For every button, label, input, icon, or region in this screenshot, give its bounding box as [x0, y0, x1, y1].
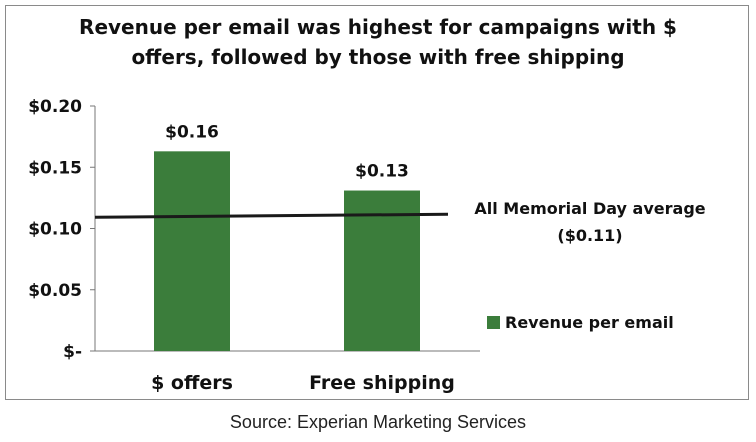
category-labels: $ offers Free shipping [151, 372, 455, 394]
bar-1 [344, 190, 420, 351]
chart-title-line-1: Revenue per email was highest for campai… [79, 15, 677, 39]
reference-line-label-2: ($0.11) [557, 226, 622, 245]
y-tick-label: $0.10 [28, 220, 82, 240]
legend-label: Revenue per email [505, 313, 674, 332]
y-tick-label: $- [63, 342, 82, 362]
data-label-1: $0.13 [355, 162, 409, 182]
category-label-0: $ offers [151, 372, 233, 394]
y-axis-ticks: $0.20 $0.15 $0.10 $0.05 $- [28, 97, 95, 362]
legend-swatch [487, 316, 500, 329]
y-tick-label: $0.05 [28, 281, 82, 301]
bars-group: $0.16 $0.13 [154, 122, 420, 351]
reference-line-label-1: All Memorial Day average [474, 199, 705, 218]
category-label-1: Free shipping [309, 372, 455, 394]
average-reference-line [94, 212, 449, 219]
y-tick-label: $0.20 [28, 97, 82, 117]
chart-title-line-2: offers, followed by those with free ship… [131, 45, 624, 69]
y-tick-label: $0.15 [28, 158, 82, 178]
bar-0 [154, 151, 230, 351]
data-label-0: $0.16 [165, 122, 219, 142]
source-caption: Source: Experian Marketing Services [229, 412, 527, 432]
